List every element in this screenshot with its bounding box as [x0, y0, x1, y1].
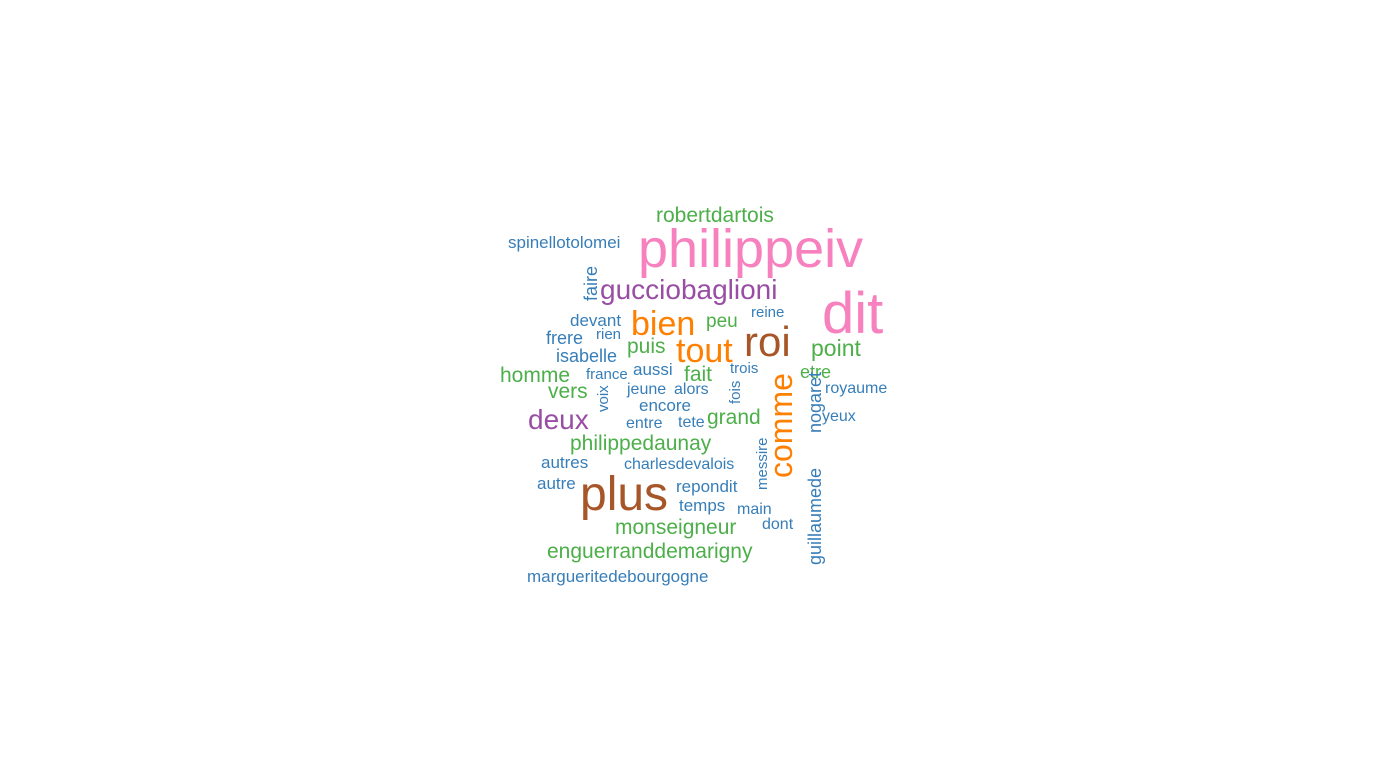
word-entre: entre: [626, 415, 663, 432]
word-roi: roi: [744, 318, 791, 365]
word-puis: puis: [627, 335, 666, 358]
word-nogaret: nogaret: [805, 372, 825, 433]
word-autres: autres: [541, 453, 588, 472]
word-yeux: yeux: [822, 408, 856, 425]
word-deux: deux: [528, 404, 589, 435]
word-devant: devant: [570, 311, 621, 330]
word-etre: etre: [800, 362, 831, 382]
word-jeune: jeune: [626, 381, 666, 398]
word-rien: rien: [596, 326, 621, 343]
word-encore: encore: [639, 396, 691, 415]
word-peu: peu: [706, 311, 738, 332]
word-isabelle: isabelle: [556, 346, 617, 366]
word-fait: fait: [684, 363, 712, 386]
word-faire: faire: [581, 266, 601, 301]
word-vers: vers: [548, 380, 588, 403]
word-dit: dit: [822, 281, 883, 346]
word-robertdartois: robertdartois: [656, 204, 774, 227]
word-charlesdevalois: charlesdevalois: [624, 456, 734, 473]
word-tout: tout: [676, 332, 733, 370]
word-comme: comme: [763, 373, 799, 478]
word-repondit: repondit: [676, 477, 738, 496]
word-homme: homme: [500, 364, 570, 387]
word-margueritedebourgogne: margueritedebourgogne: [527, 567, 708, 586]
word-gucciobaglioni: gucciobaglioni: [600, 274, 777, 305]
word-voix: voix: [595, 385, 612, 412]
word-philippeiv: philippeiv: [638, 219, 863, 279]
word-royaume: royaume: [825, 380, 887, 397]
word-aussi: aussi: [633, 360, 673, 379]
word-monseigneur: monseigneur: [615, 516, 736, 539]
word-grand: grand: [707, 406, 761, 429]
word-point: point: [811, 335, 861, 361]
word-frere: frere: [546, 328, 583, 348]
word-philippedaunay: philippedaunay: [570, 432, 712, 455]
word-tete: tete: [678, 414, 705, 431]
word-trois: trois: [730, 360, 758, 377]
word-spinellotolomei: spinellotolomei: [508, 233, 620, 252]
word-plus: plus: [580, 468, 668, 521]
word-messire: messire: [754, 437, 771, 490]
word-alors: alors: [674, 381, 709, 398]
word-fois: fois: [727, 381, 744, 404]
word-reine: reine: [751, 304, 784, 321]
word-temps: temps: [679, 496, 725, 515]
word-enguerranddemarigny: enguerranddemarigny: [547, 540, 753, 563]
word-bien: bien: [631, 305, 695, 343]
word-guillaumede: guillaumede: [805, 468, 825, 565]
word-france: france: [586, 366, 628, 383]
word-autre: autre: [537, 474, 576, 493]
word-main: main: [737, 501, 772, 518]
word-dont: dont: [762, 516, 794, 533]
